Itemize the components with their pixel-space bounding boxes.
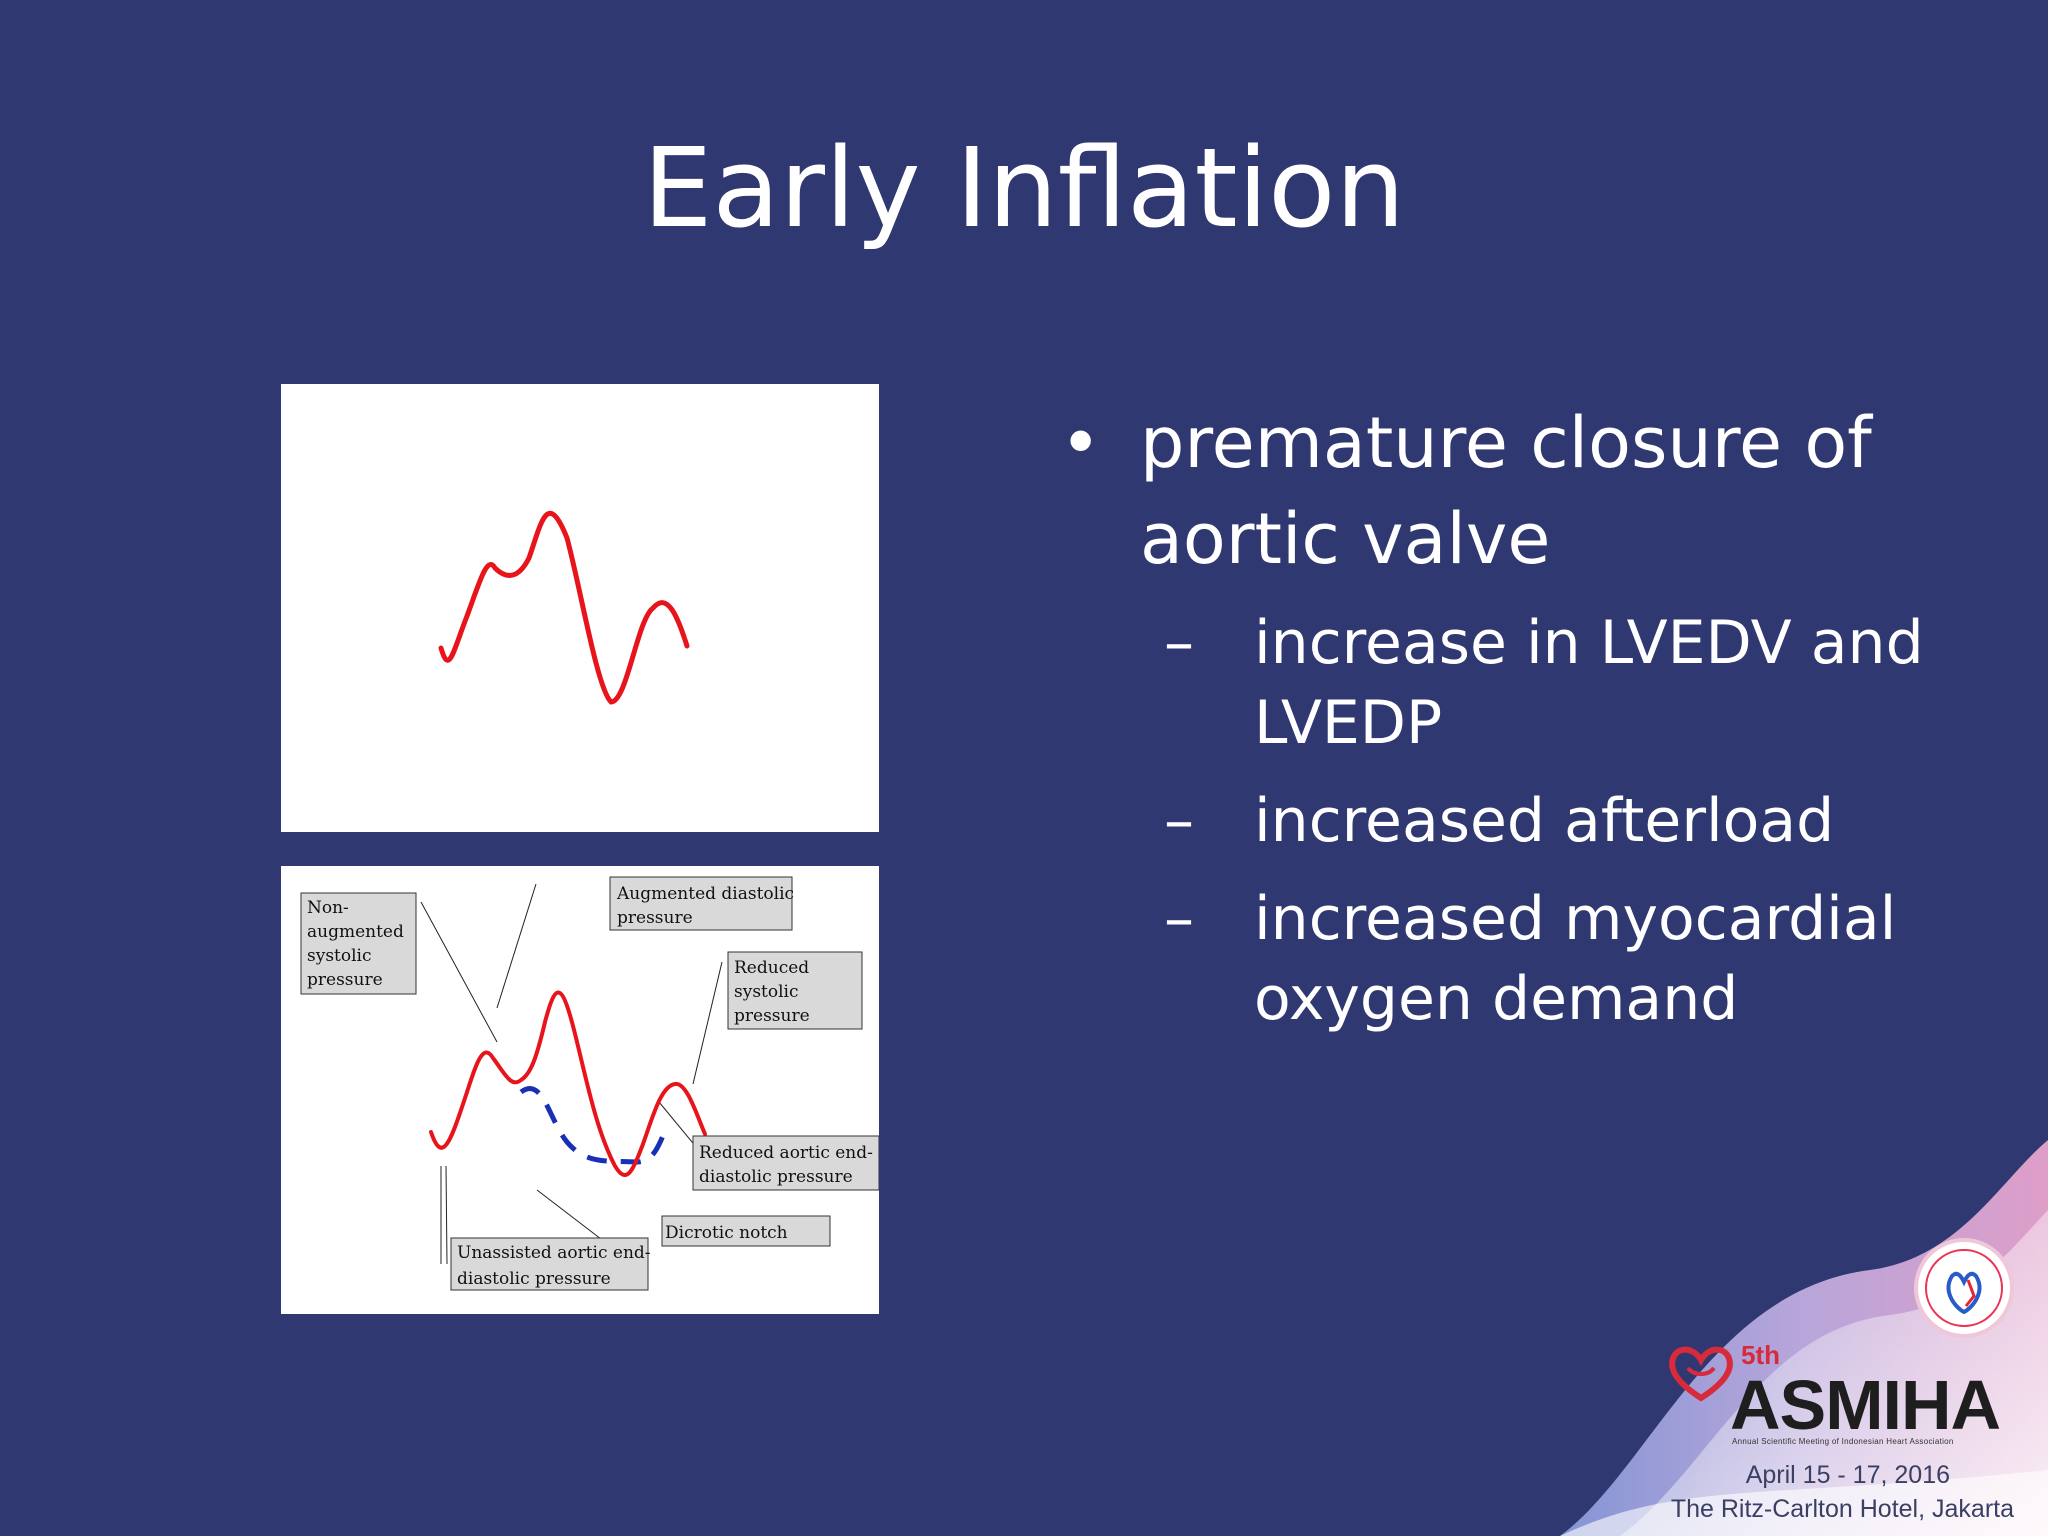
dash-icon: –: [1164, 884, 1194, 954]
sub-bullet-text: increased afterload: [1254, 786, 1835, 856]
sub-bullet-text: increase in LVEDV and LVEDP: [1254, 608, 1924, 758]
label-non-augmented-systolic: Non- augmented systolic pressure: [300, 892, 417, 995]
bullet-text: premature closure of aortic valve: [1140, 402, 1872, 580]
label-text: Unassisted aortic end-: [457, 1243, 651, 1263]
waveform-animation-panel: [281, 384, 879, 832]
sub-bullet-text: increased myocardial oxygen demand: [1254, 884, 1897, 1034]
label-text: pressure: [734, 1006, 810, 1026]
association-emblem-icon: [1914, 1238, 2014, 1338]
label-text: Reduced: [734, 958, 809, 978]
bullet-list: • premature closure of aortic valve – in…: [1060, 395, 1960, 1057]
slide-title: Early Inflation: [642, 124, 1406, 252]
label-augmented-diastolic: Augmented diastolic pressure: [609, 876, 794, 931]
bullet-item: • premature closure of aortic valve: [1060, 395, 1960, 587]
label-text: pressure: [307, 970, 383, 990]
brand-edition: 5th: [1741, 1340, 1780, 1370]
label-reduced-aortic-end-diastolic: Reduced aortic end- diastolic pressure: [692, 1135, 879, 1191]
diagram-svg: Non- augmented systolic pressure Augment…: [300, 876, 879, 1291]
label-unassisted-aortic-end-diastolic: Unassisted aortic end- diastolic pressur…: [450, 1237, 651, 1291]
dash-icon: –: [1164, 786, 1194, 856]
label-reduced-systolic: Reduced systolic pressure: [727, 951, 863, 1030]
arterial-waveform: [438, 510, 690, 705]
waveform-svg: [438, 510, 690, 705]
sub-bullet-item: – increased afterload: [1164, 781, 1960, 861]
event-date: April 15 - 17, 2016: [1745, 1461, 1950, 1489]
label-text: pressure: [617, 908, 693, 928]
labeled-waveform-diagram: Non- augmented systolic pressure Augment…: [281, 866, 879, 1314]
dash-icon: –: [1164, 608, 1194, 678]
leader-lines: [420, 883, 723, 1265]
unassisted-dashed-curve: [519, 1086, 670, 1165]
event-venue: The Ritz-Carlton Hotel, Jakarta: [1670, 1495, 2014, 1523]
label-text: diastolic pressure: [457, 1269, 611, 1289]
label-text: augmented: [307, 922, 404, 942]
sub-bullet-item: – increased myocardial oxygen demand: [1164, 879, 1960, 1039]
label-text: Non-: [307, 898, 349, 918]
brand-tagline: Annual Scientific Meeting of Indonesian …: [1732, 1437, 1954, 1446]
label-text: systolic: [307, 946, 372, 966]
bullet-dot-icon: •: [1060, 402, 1102, 484]
label-text: diastolic pressure: [699, 1167, 853, 1187]
sub-bullet-item: – increase in LVEDV and LVEDP: [1164, 603, 1960, 763]
brand-name: ASMIHA: [1730, 1366, 2001, 1444]
heart-logo-icon: [1669, 1346, 1733, 1402]
augmented-waveform: [429, 990, 707, 1177]
decorative-wave: [1560, 1140, 2048, 1536]
label-text: systolic: [734, 982, 799, 1002]
label-dicrotic-notch: Dicrotic notch: [661, 1215, 831, 1247]
label-text: Dicrotic notch: [665, 1223, 788, 1243]
label-text: Augmented diastolic: [616, 884, 794, 904]
label-text: Reduced aortic end-: [699, 1143, 873, 1163]
